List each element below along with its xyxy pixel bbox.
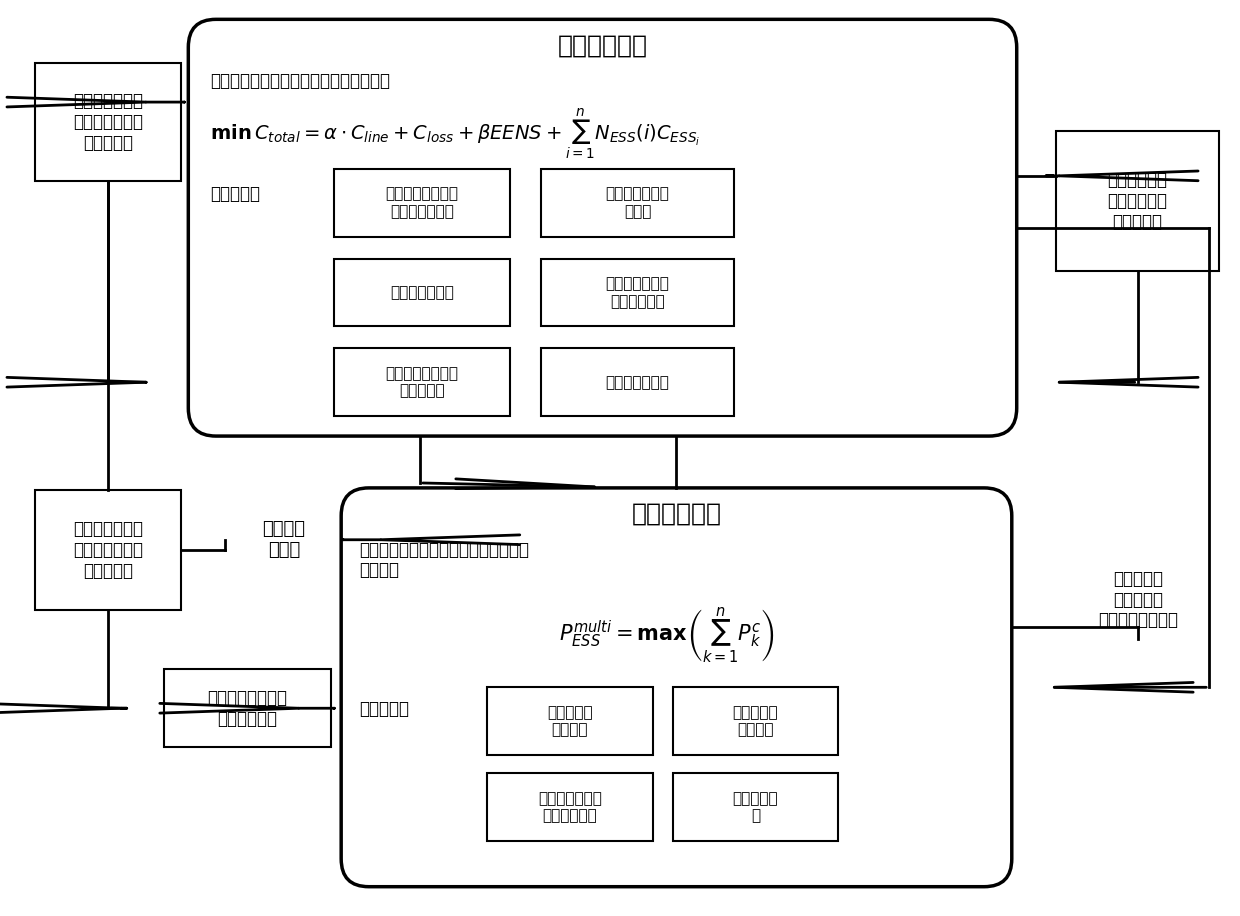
Text: 储能对分布式电源输出功率消纳能力最: 储能对分布式电源输出功率消纳能力最 xyxy=(358,540,529,559)
FancyBboxPatch shape xyxy=(335,348,510,416)
Text: 输出电流上
限值约束: 输出电流上 限值约束 xyxy=(733,705,779,737)
FancyBboxPatch shape xyxy=(487,773,652,841)
Text: $\mathbf{min}\,C_{total}=\alpha\cdot C_{line}+C_{loss}+\beta EENS+\sum_{i=1}^{n}: $\mathbf{min}\,C_{total}=\alpha\cdot C_{… xyxy=(210,106,701,161)
FancyBboxPatch shape xyxy=(335,169,510,236)
FancyBboxPatch shape xyxy=(164,670,331,747)
FancyBboxPatch shape xyxy=(672,687,838,755)
FancyBboxPatch shape xyxy=(341,488,1012,887)
Text: 线路固有传输容
量约束: 线路固有传输容 量约束 xyxy=(605,187,670,219)
Text: 考虑分布式电源
接入不确定影响
的规划要求: 考虑分布式电源 接入不确定影响 的规划要求 xyxy=(73,93,144,152)
Text: 考虑配电网网架与储能最优配置的规划：: 考虑配电网网架与储能最优配置的规划： xyxy=(210,72,391,90)
Text: 负荷变化、分布式
电源出力波动: 负荷变化、分布式 电源出力波动 xyxy=(207,689,288,727)
FancyBboxPatch shape xyxy=(542,348,734,416)
FancyBboxPatch shape xyxy=(542,169,734,236)
Text: 优规划：: 优规划： xyxy=(358,561,399,579)
Text: 约束条件：: 约束条件： xyxy=(210,185,260,202)
Text: 储能荷电状态容
量上下限约束: 储能荷电状态容 量上下限约束 xyxy=(538,791,601,823)
Text: 配置方案
初始解: 配置方案 初始解 xyxy=(263,520,305,559)
Text: 约束条件：: 约束条件： xyxy=(358,700,409,718)
Text: 基于智能算法
算法的规划参
数回归预测: 基于智能算法 算法的规划参 数回归预测 xyxy=(1107,171,1168,231)
FancyBboxPatch shape xyxy=(672,773,838,841)
FancyBboxPatch shape xyxy=(542,258,734,326)
Text: 配电网潮流约束: 配电网潮流约束 xyxy=(391,285,454,300)
Text: $P_{ESS}^{multi}=\mathbf{max}\left(\sum_{k=1}^{n}P_k^c\right)$: $P_{ESS}^{multi}=\mathbf{max}\left(\sum_… xyxy=(559,605,775,665)
Text: 消纳能力约
束: 消纳能力约 束 xyxy=(733,791,779,823)
Text: 储能充放电
倍率约束: 储能充放电 倍率约束 xyxy=(547,705,593,737)
Text: 有载调压变压器调
节范围约束: 有载调压变压器调 节范围约束 xyxy=(386,366,459,398)
Text: 上层规划模型: 上层规划模型 xyxy=(558,33,647,58)
Text: 基于数据挖掘算
法的不确定性规
划参数预估: 基于数据挖掘算 法的不确定性规 划参数预估 xyxy=(73,520,144,580)
Text: 下层规划模型: 下层规划模型 xyxy=(631,502,722,526)
Text: 支路电流约束、
节点电压约束: 支路电流约束、 节点电压约束 xyxy=(605,277,670,309)
FancyBboxPatch shape xyxy=(1056,131,1219,270)
FancyBboxPatch shape xyxy=(487,687,652,755)
Text: 返回该方案
下储能消纳
能力满意度，修正: 返回该方案 下储能消纳 能力满意度，修正 xyxy=(1097,570,1178,629)
FancyBboxPatch shape xyxy=(36,490,181,609)
FancyBboxPatch shape xyxy=(335,258,510,326)
Text: 渗透率限制下的储
能接入容量约束: 渗透率限制下的储 能接入容量约束 xyxy=(386,187,459,219)
Text: 辐射状拓扑约束: 辐射状拓扑约束 xyxy=(605,375,670,389)
FancyBboxPatch shape xyxy=(188,19,1017,436)
FancyBboxPatch shape xyxy=(36,63,181,180)
